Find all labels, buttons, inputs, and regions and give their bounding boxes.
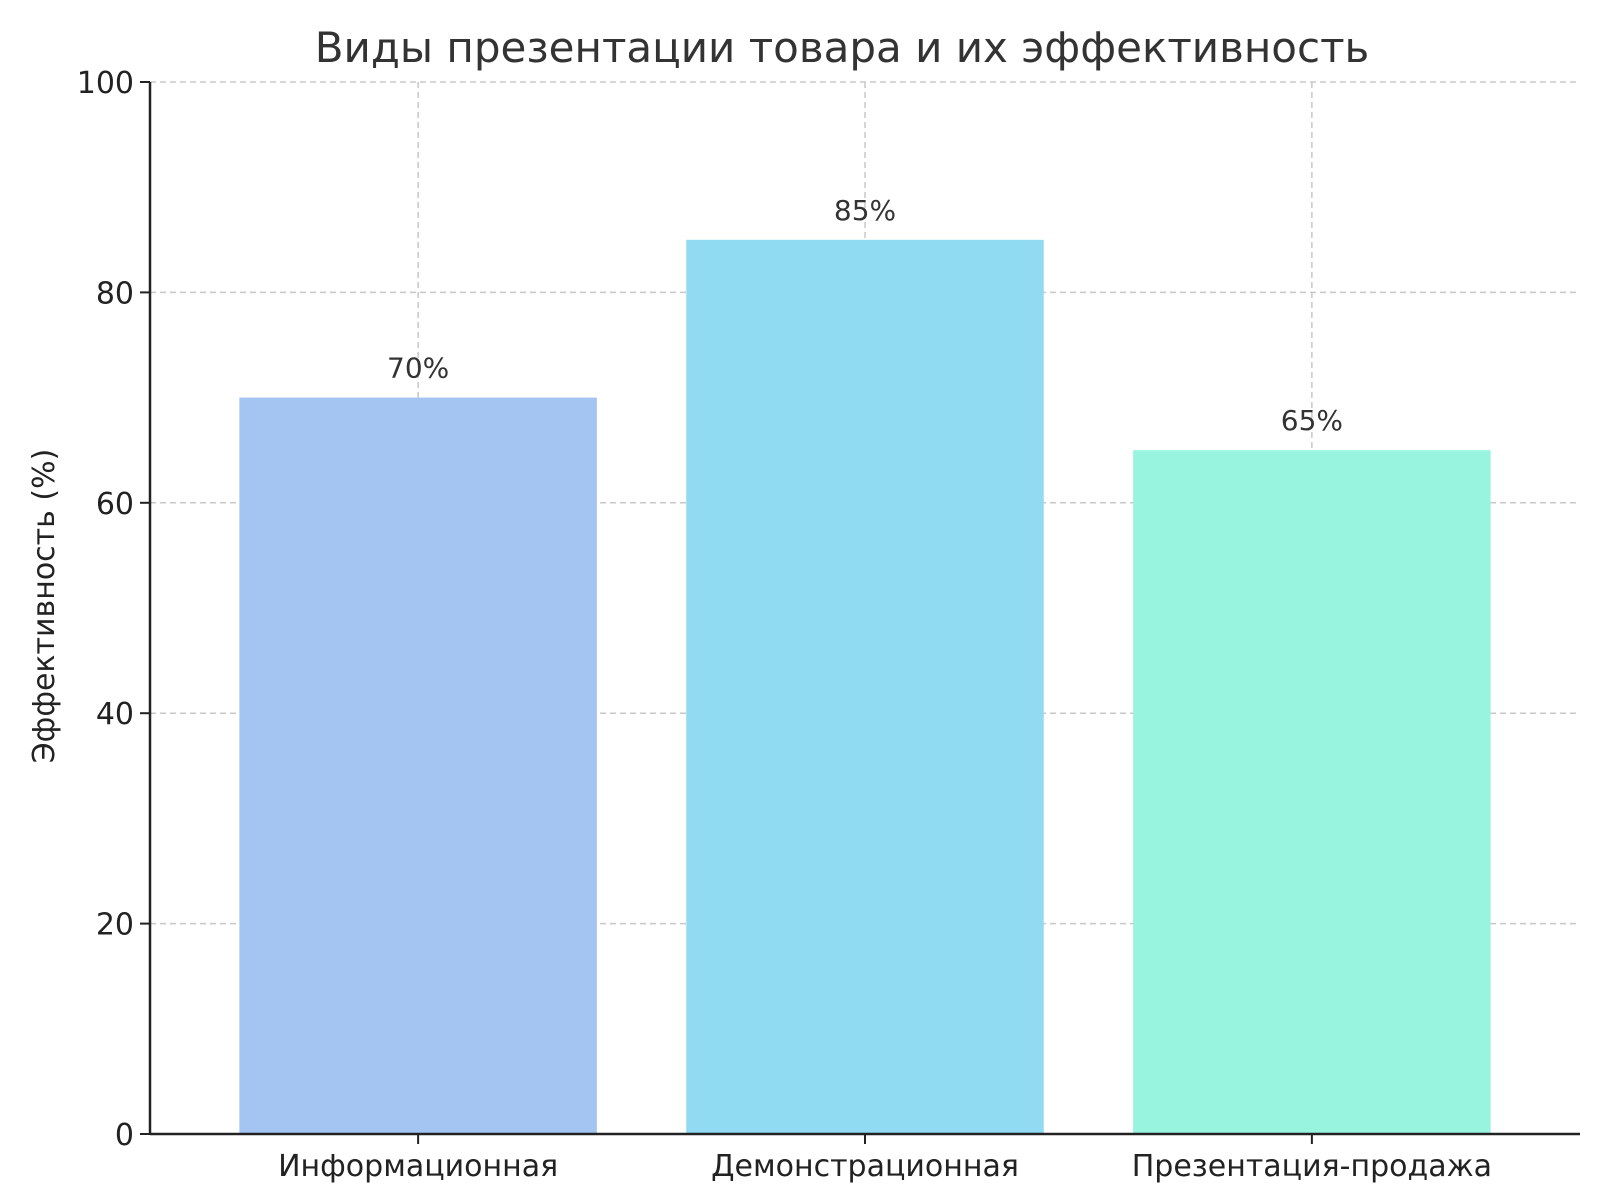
axes-layer [140,81,1580,1144]
labels-layer: 0 20 40 60 80 100 Информационная 70% Демонстраци… [77,66,1492,1184]
bar-value-label: 85% [834,194,896,227]
bar [686,239,1044,1135]
y-tick-label: 40 [96,697,134,732]
x-category-label: Демонстрационная [711,1149,1019,1184]
bar-value-label: 70% [387,352,449,385]
y-axis-label: Эффективность (%) [27,449,62,764]
y-tick-label: 0 [115,1118,134,1153]
y-tick-label: 20 [96,908,134,943]
bar [1133,450,1491,1134]
bars-layer [239,239,1491,1135]
bar [239,397,597,1135]
bar-value-label: 65% [1281,404,1343,437]
y-tick-label: 60 [96,487,134,522]
x-category-label: Презентация-продажа [1132,1149,1492,1184]
chart-title: Виды презентации товара и их эффективнос… [315,23,1370,72]
x-category-label: Информационная [278,1149,558,1184]
y-tick-label: 80 [96,276,134,311]
y-tick-label: 100 [77,66,134,101]
